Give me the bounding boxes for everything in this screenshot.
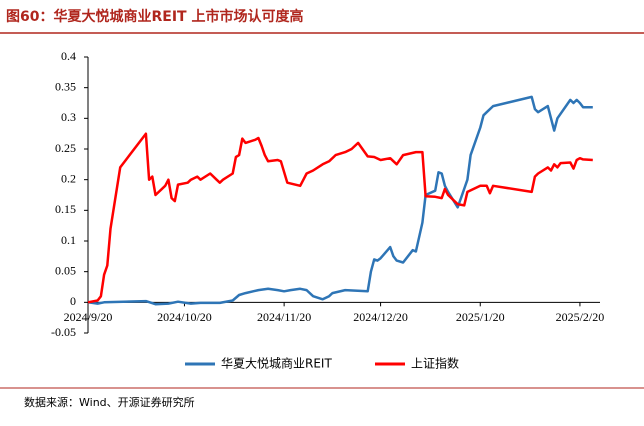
y-tick-label: 0.35 bbox=[55, 79, 76, 93]
x-tick-label: 2024/11/20 bbox=[257, 310, 311, 324]
y-tick-label: -0.05 bbox=[51, 325, 76, 339]
x-tick-label: 2025/2/20 bbox=[556, 310, 605, 324]
y-tick-label: 0.1 bbox=[61, 233, 76, 247]
x-tick-label: 2024/12/20 bbox=[353, 310, 408, 324]
y-tick-label: 0.25 bbox=[55, 141, 76, 155]
y-tick-label: 0.3 bbox=[61, 110, 76, 124]
source: 数据来源：Wind、开源证券研究所 bbox=[24, 395, 195, 409]
x-tick-label: 2024/10/20 bbox=[157, 310, 212, 324]
y-tick-label: 0.4 bbox=[61, 49, 76, 63]
legend-label: 华夏大悦城商业REIT bbox=[221, 356, 332, 371]
x-tick-label: 2024/9/20 bbox=[64, 310, 113, 324]
y-tick-label: 0 bbox=[70, 294, 76, 308]
legend-label: 上证指数 bbox=[411, 356, 459, 371]
series-line bbox=[87, 132, 593, 304]
series-line bbox=[87, 95, 593, 306]
y-tick-label: 0.15 bbox=[55, 202, 76, 216]
x-tick-label: 2025/1/20 bbox=[456, 310, 505, 324]
y-tick-label: 0.05 bbox=[55, 263, 76, 277]
chart-title: 图60：华夏大悦城商业REIT 上市市场认可度高 bbox=[6, 8, 303, 25]
y-tick-label: 0.2 bbox=[61, 171, 76, 185]
